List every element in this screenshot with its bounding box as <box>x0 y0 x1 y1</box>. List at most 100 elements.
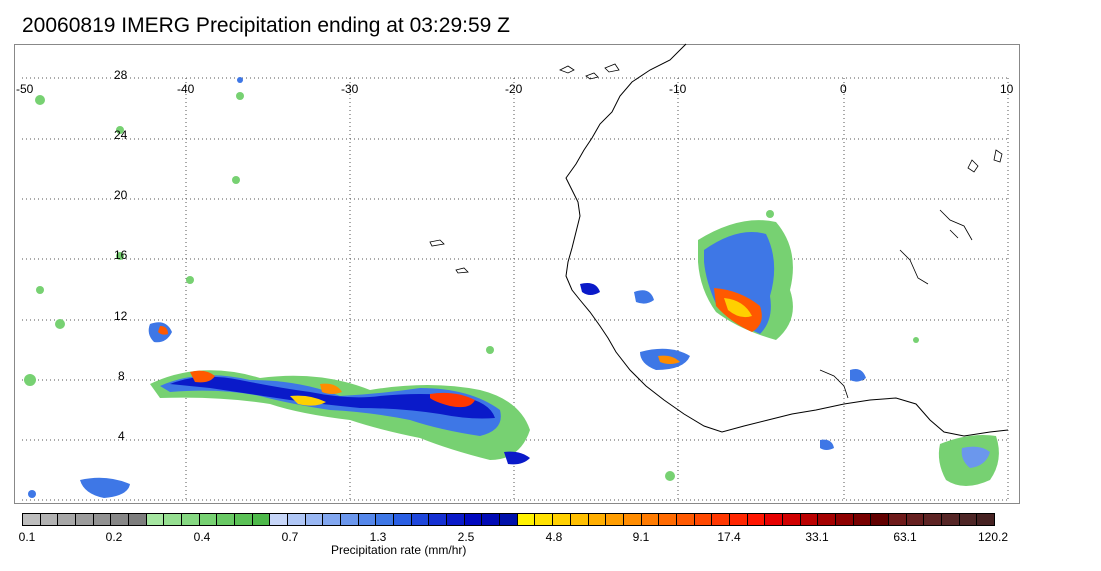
colorbar-swatch <box>481 513 501 526</box>
precip-speckle <box>36 286 44 294</box>
colorbar-title: Precipitation rate (mm/hr) <box>331 543 467 557</box>
colorbar-swatch <box>75 513 94 526</box>
colorbar-swatch <box>852 513 872 526</box>
precip-speckle <box>28 490 36 498</box>
colorbar-label: 1.3 <box>369 530 387 544</box>
lat-label-8: 8 <box>118 369 125 383</box>
colorbar-swatch <box>410 513 430 526</box>
colorbar-label: 17.4 <box>717 530 741 544</box>
colorbar-swatch <box>181 513 200 526</box>
precip-cell-atlantic-1-core <box>158 326 168 335</box>
colorbar-swatch <box>675 513 695 526</box>
lon-label-m40: -40 <box>177 82 195 96</box>
colorbar-swatch <box>287 513 306 526</box>
colorbar-swatch <box>251 513 271 526</box>
precip-cell-gulf-blue <box>961 446 990 468</box>
colorbar-label: 63.1 <box>893 530 917 544</box>
colorbar-swatch <box>781 513 801 526</box>
colorbar-swatch <box>463 513 483 526</box>
colorbar-swatch <box>534 513 554 526</box>
colorbar-label: 33.1 <box>805 530 829 544</box>
colorbar-swatch <box>163 513 183 526</box>
colorbar-swatch <box>516 513 536 526</box>
colorbar <box>22 513 995 526</box>
colorbar-label: 0.1 <box>18 530 36 544</box>
colorbar-swatch <box>57 513 77 526</box>
colorbar-label: 2.5 <box>457 530 475 544</box>
colorbar-swatch <box>393 513 412 526</box>
lat-label-12: 12 <box>114 309 128 323</box>
colorbar-label: 0.4 <box>193 530 211 544</box>
precip-speckle <box>486 346 494 354</box>
colorbar-label: 9.1 <box>632 530 650 544</box>
precip-cell-south <box>820 439 834 450</box>
precip-red-core-1 <box>190 370 215 383</box>
colorbar-swatch <box>799 513 819 526</box>
precip-west-africa-yellow <box>724 298 752 318</box>
colorbar-label: 0.2 <box>105 530 123 544</box>
precip-small-cell-1-core <box>658 355 680 364</box>
lon-label-10: 10 <box>1000 82 1014 96</box>
lat-label-20: 20 <box>114 188 128 202</box>
lon-label-m20: -20 <box>505 82 523 96</box>
precip-speckle <box>24 374 36 386</box>
precip-small-cell-2 <box>634 290 654 304</box>
colorbar-swatch <box>976 513 995 526</box>
colorbar-swatch <box>817 513 836 526</box>
colorbar-swatch <box>764 513 783 526</box>
precip-small-cell-3 <box>580 283 600 295</box>
colorbar-swatch <box>446 513 465 526</box>
colorbar-swatch <box>870 513 889 526</box>
colorbar-swatch <box>110 513 130 526</box>
precipitation-field <box>24 77 999 498</box>
precip-red-core-2 <box>430 392 475 408</box>
colorbar-swatch <box>357 513 377 526</box>
precip-speckle <box>665 471 675 481</box>
lon-label-0: 0 <box>840 82 847 96</box>
colorbar-swatch <box>39 513 59 526</box>
precip-speckle <box>766 210 774 218</box>
precip-speckle <box>55 319 65 329</box>
colorbar-swatch <box>92 513 112 526</box>
precip-speckle <box>116 126 124 134</box>
precip-cell-atlantic-2 <box>80 477 130 498</box>
precip-speckle <box>237 77 243 83</box>
colorbar-swatch <box>375 513 395 526</box>
colorbar-swatch <box>128 513 147 526</box>
colorbar-swatch <box>958 513 978 526</box>
colorbar-swatch <box>746 513 766 526</box>
precip-speckle <box>186 276 194 284</box>
colorbar-swatch <box>569 513 589 526</box>
coastline-west-africa <box>565 43 1009 437</box>
colorbar-swatch <box>905 513 925 526</box>
colorbar-label: 4.8 <box>545 530 563 544</box>
colorbar-swatch <box>304 513 324 526</box>
colorbar-swatch <box>728 513 748 526</box>
precip-speckle <box>913 337 919 343</box>
lat-label-24: 24 <box>114 128 128 142</box>
colorbar-swatch <box>198 513 218 526</box>
colorbar-swatch <box>552 513 571 526</box>
lat-label-28: 28 <box>114 68 128 82</box>
colorbar-label: 120.2 <box>977 530 1009 544</box>
colorbar-swatch <box>234 513 253 526</box>
colorbar-swatch <box>711 513 730 526</box>
lat-label-4: 4 <box>118 429 125 443</box>
colorbar-swatch <box>887 513 907 526</box>
colorbar-swatch <box>693 513 713 526</box>
precip-speckle <box>236 92 244 100</box>
graticule <box>22 77 1009 501</box>
map-title: 20060819 IMERG Precipitation ending at 0… <box>22 14 510 37</box>
colorbar-swatch <box>499 513 518 526</box>
colorbar-swatch <box>340 513 359 526</box>
precip-yellow-core <box>290 395 326 406</box>
colorbar-swatch <box>834 513 854 526</box>
colorbar-swatch <box>622 513 642 526</box>
colorbar-swatch <box>587 513 607 526</box>
precip-speckle <box>232 176 240 184</box>
precip-speckle <box>35 95 45 105</box>
precip-cell-east <box>850 369 866 382</box>
lon-label-m30: -30 <box>341 82 359 96</box>
precip-orange-core <box>320 383 342 394</box>
colorbar-label: 0.7 <box>281 530 299 544</box>
